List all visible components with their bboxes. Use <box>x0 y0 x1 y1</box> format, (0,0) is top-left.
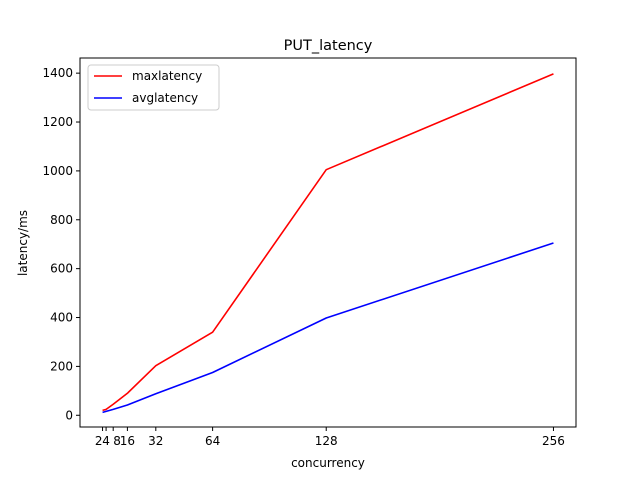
legend-label: avglatency <box>132 91 198 105</box>
y-tick-label: 1000 <box>42 164 73 178</box>
x-tick-label: 2 <box>95 434 103 448</box>
x-tick-label: 8 <box>113 434 121 448</box>
x-tick-label: 16 <box>120 434 135 448</box>
plot-frame <box>79 57 577 428</box>
series-line-avglatency <box>102 242 554 414</box>
y-tick-label: 200 <box>50 359 73 373</box>
legend-label: maxlatency <box>132 69 202 83</box>
series-line-maxlatency <box>102 73 554 412</box>
x-tick-label: 32 <box>148 434 163 448</box>
y-tick-label: 0 <box>65 408 73 422</box>
x-tick-label: 128 <box>315 434 338 448</box>
y-tick-label: 400 <box>50 311 73 325</box>
x-tick-label: 256 <box>542 434 565 448</box>
y-tick-label: 1200 <box>42 115 73 129</box>
chart-title: PUT_latency <box>284 38 373 54</box>
y-tick-label: 800 <box>50 213 73 227</box>
x-tick-label: 64 <box>205 434 220 448</box>
legend: maxlatency avglatency <box>87 64 220 111</box>
x-axis-label: concurrency <box>291 456 365 470</box>
y-tick-label: 600 <box>50 262 73 276</box>
y-axis-label: latency/ms <box>16 210 30 276</box>
y-tick-label: 1400 <box>42 66 73 80</box>
x-tick-label: 4 <box>102 434 110 448</box>
